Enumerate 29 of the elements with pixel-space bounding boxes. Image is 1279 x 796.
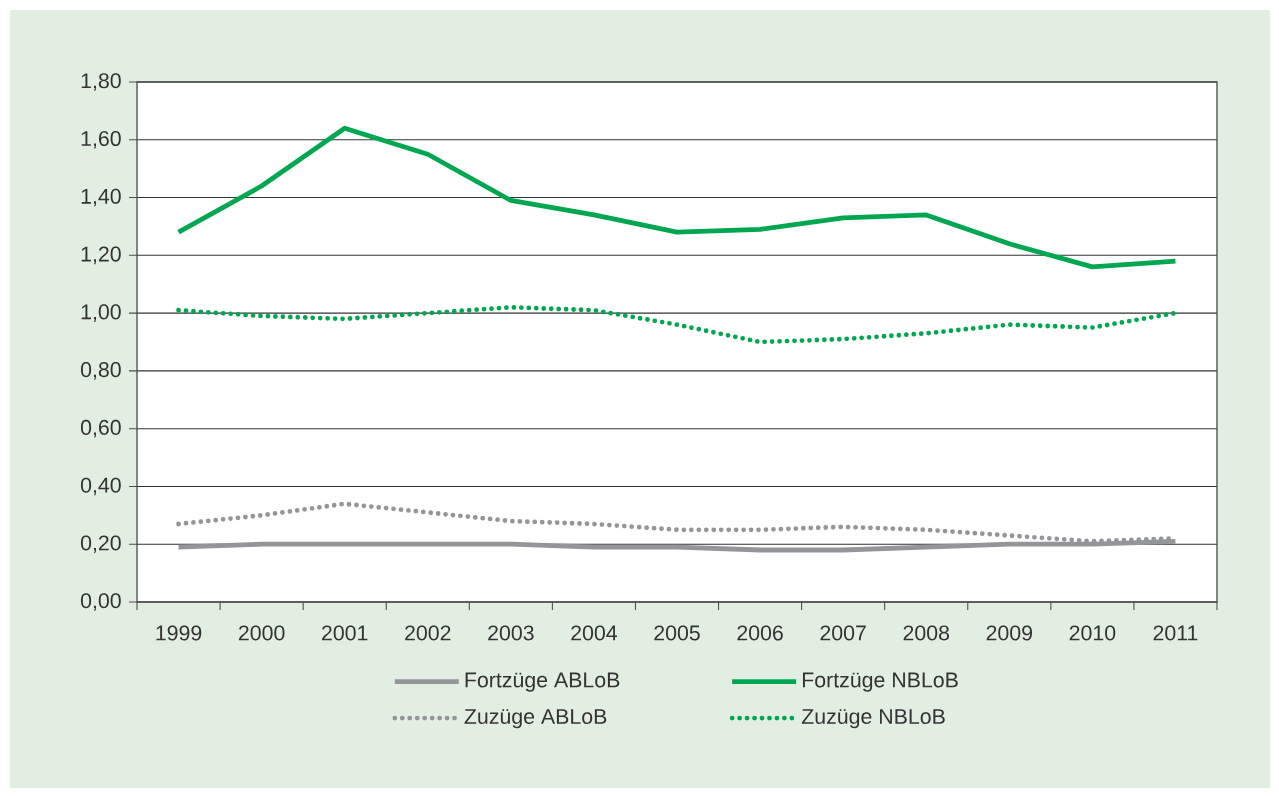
x-tick-label: 2011 [1153,625,1198,641]
y-tick-label: 0,60 [80,419,121,438]
x-tick-label: 2001 [322,625,368,641]
line-series [176,304,1178,345]
x-tick-label: 2009 [986,625,1033,641]
x-tick-label: 2000 [238,625,285,641]
y-tick-label: 1,40 [81,188,121,207]
x-tick-label: 2002 [405,625,451,641]
x-tick-label: 2010 [1069,625,1116,641]
legend-label: Zuzüge NBLoB [801,709,945,729]
x-tick-label: 1999 [156,625,202,641]
y-tick-label: 0,40 [80,477,121,496]
y-tick-label: 0,20 [80,535,121,554]
x-tick-label: 2003 [488,625,534,641]
y-tick-label: 0,80 [80,362,121,380]
x-tick-label: 2004 [571,625,618,641]
line-series [176,125,1178,270]
x-tick-label: 2006 [737,625,783,641]
legend-label: Fortzüge ABLoB [465,672,620,692]
x-tick-label: 2005 [654,625,700,641]
y-tick-label: 1,00 [81,304,121,322]
x-tick-label: 2007 [820,625,866,641]
x-tick-label: 2008 [903,625,950,641]
y-tick-label: 1,60 [81,130,121,149]
y-tick-label: 0,00 [80,593,121,611]
y-tick-label: 1,20 [81,246,121,265]
legend-label: Zuzüge ABLoB [464,709,607,729]
legend-label: Fortzüge NBLoB [802,672,958,692]
y-tick-label: 1,80 [81,73,121,91]
